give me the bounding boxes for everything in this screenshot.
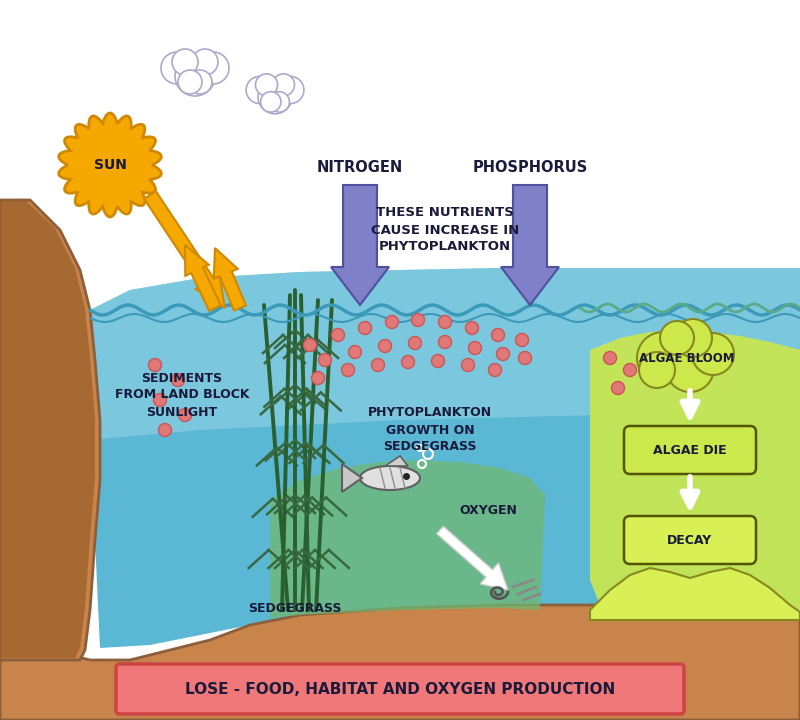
Polygon shape [90,268,800,440]
Text: LOSE - FOOD, HABITAT AND OXYGEN PRODUCTION: LOSE - FOOD, HABITAT AND OXYGEN PRODUCTI… [185,682,615,696]
Circle shape [246,76,274,104]
Circle shape [149,359,162,372]
Circle shape [518,351,531,364]
Circle shape [258,80,292,114]
Circle shape [172,49,198,75]
Circle shape [411,313,425,326]
Circle shape [273,74,294,96]
Text: ALGAE DIE: ALGAE DIE [653,444,727,456]
Circle shape [386,315,398,328]
Text: OXYGEN: OXYGEN [459,503,517,516]
Circle shape [171,374,185,387]
Circle shape [666,344,714,392]
FancyArrow shape [331,185,389,305]
Circle shape [277,76,304,104]
Polygon shape [0,605,800,720]
Circle shape [358,322,371,335]
Polygon shape [590,330,800,610]
Text: PHYTOPLANKTON
GROWTH ON
SEDGEGRASS: PHYTOPLANKTON GROWTH ON SEDGEGRASS [368,407,492,454]
Circle shape [197,52,229,84]
Text: NITROGEN: NITROGEN [317,161,403,176]
Polygon shape [0,200,95,658]
Circle shape [402,356,414,369]
Circle shape [269,91,290,112]
Polygon shape [342,464,362,492]
Polygon shape [385,456,408,466]
Circle shape [469,341,482,354]
Polygon shape [0,200,100,660]
Circle shape [188,70,212,94]
FancyArrow shape [437,526,508,590]
FancyArrow shape [144,191,225,308]
Circle shape [158,423,171,436]
Polygon shape [0,615,800,720]
Circle shape [192,49,218,75]
Circle shape [497,348,510,361]
Ellipse shape [360,466,420,490]
Circle shape [178,70,202,94]
Circle shape [438,336,451,348]
Circle shape [255,74,278,96]
Circle shape [637,332,689,384]
FancyArrow shape [185,245,221,311]
Circle shape [692,333,734,375]
Text: SEDIMENTS
FROM LAND BLOCK
SUNLIGHT: SEDIMENTS FROM LAND BLOCK SUNLIGHT [114,372,250,418]
Polygon shape [90,268,800,648]
Circle shape [178,408,191,421]
Circle shape [154,394,166,407]
Circle shape [349,346,362,359]
FancyBboxPatch shape [624,516,756,564]
Circle shape [409,336,422,349]
Text: SUN: SUN [94,158,126,172]
Circle shape [674,319,712,357]
Circle shape [175,56,215,96]
Circle shape [660,321,694,355]
Circle shape [639,352,675,388]
FancyArrow shape [501,185,559,305]
Circle shape [623,364,637,377]
Circle shape [161,52,193,84]
Polygon shape [270,460,545,618]
Circle shape [261,91,281,112]
Text: DECAY: DECAY [667,534,713,546]
Circle shape [466,322,478,335]
Circle shape [603,351,617,364]
FancyArrow shape [214,248,246,310]
Circle shape [318,354,331,366]
Circle shape [342,364,354,377]
FancyBboxPatch shape [116,664,684,714]
Circle shape [611,382,625,395]
Polygon shape [590,568,800,620]
Circle shape [371,359,385,372]
Text: PHOSPHORUS: PHOSPHORUS [472,161,588,176]
Text: SEDGEGRASS: SEDGEGRASS [248,601,342,614]
Circle shape [462,359,474,372]
FancyBboxPatch shape [624,426,756,474]
Circle shape [438,315,451,328]
Polygon shape [58,113,162,217]
Circle shape [331,328,345,341]
Text: ALGAE BLOOM: ALGAE BLOOM [639,351,734,364]
Circle shape [311,372,325,384]
Text: THESE NUTRIENTS
CAUSE INCREASE IN
PHYTOPLANKTON: THESE NUTRIENTS CAUSE INCREASE IN PHYTOP… [371,207,519,253]
Circle shape [303,338,317,351]
Circle shape [378,340,391,353]
Circle shape [431,354,445,367]
Circle shape [515,333,529,346]
Circle shape [491,328,505,341]
Circle shape [489,364,502,377]
